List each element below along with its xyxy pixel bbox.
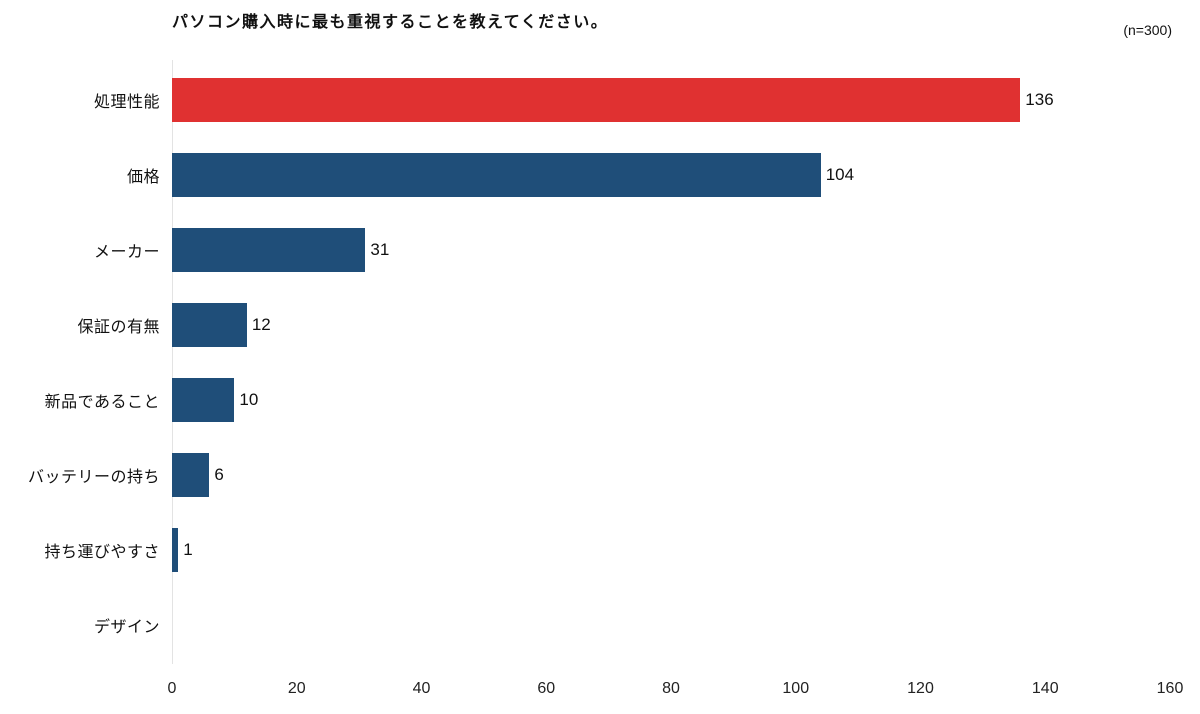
- y-axis-line: [172, 60, 173, 664]
- chart-row: メーカー 31: [0, 212, 1170, 287]
- category-label: メーカー: [93, 243, 160, 261]
- x-tick-label: 60: [537, 680, 556, 697]
- category-label: バッテリーの持ち: [27, 468, 160, 486]
- value-label: 10: [239, 389, 259, 409]
- bar-track: 136: [172, 77, 1170, 122]
- bar: [172, 452, 210, 497]
- value-label: 136: [1025, 89, 1054, 109]
- x-tick-label: 120: [907, 680, 934, 697]
- chart-row: 新品であること 10: [0, 362, 1170, 437]
- chart-rows: 処理性能 136 価格 104 メーカー 31 保証の有無 12 新品であること 10 バッテリーの…: [0, 62, 1170, 662]
- chart-row: 保証の有無 12: [0, 287, 1170, 362]
- x-axis: 0 20 40 60 80 100 120 140 160: [168, 680, 1184, 704]
- value-label: 6: [214, 464, 224, 484]
- category-label: デザイン: [93, 618, 160, 636]
- x-tick-label: 80: [662, 680, 680, 697]
- bar-track: [172, 603, 1170, 647]
- bar-track: 1: [172, 527, 1170, 572]
- bar: [172, 152, 821, 197]
- x-tick-label: 160: [1156, 680, 1184, 697]
- category-label: 価格: [126, 168, 160, 186]
- x-tick-label: 140: [1031, 680, 1059, 697]
- bar-track: 104: [172, 152, 1170, 197]
- sample-size-label: (n=300): [1123, 22, 1172, 38]
- value-label: 31: [370, 239, 390, 259]
- chart-row: デザイン: [0, 587, 1170, 662]
- chart-row: 価格 104: [0, 137, 1170, 212]
- value-label: 12: [251, 314, 271, 334]
- x-tick-label: 20: [287, 680, 306, 697]
- bar-track: 31: [172, 227, 1170, 272]
- x-tick-label: 0: [167, 680, 177, 697]
- chart-row: バッテリーの持ち 6: [0, 437, 1170, 512]
- bar: [172, 527, 179, 572]
- value-label: 1: [183, 539, 193, 559]
- chart-title: パソコン購入時に最も重視することを教えてください。: [172, 14, 609, 31]
- bar: [172, 227, 366, 272]
- chart-row: 持ち運びやすさ 1: [0, 512, 1170, 587]
- category-label: 保証の有無: [77, 318, 160, 336]
- category-label: 持ち運びやすさ: [44, 543, 160, 561]
- chart-row: 処理性能 136: [0, 62, 1170, 137]
- bar: [172, 377, 235, 422]
- bar: [172, 77, 1021, 122]
- category-label: 処理性能: [93, 93, 160, 111]
- value-label: 104: [825, 164, 855, 184]
- bar: [172, 302, 247, 347]
- category-label: 新品であること: [44, 393, 160, 411]
- x-tick-label: 100: [782, 680, 810, 697]
- bar-track: 10: [172, 377, 1170, 422]
- bar-track: 12: [172, 302, 1170, 347]
- x-tick-label: 40: [412, 680, 431, 697]
- bar-track: 6: [172, 452, 1170, 497]
